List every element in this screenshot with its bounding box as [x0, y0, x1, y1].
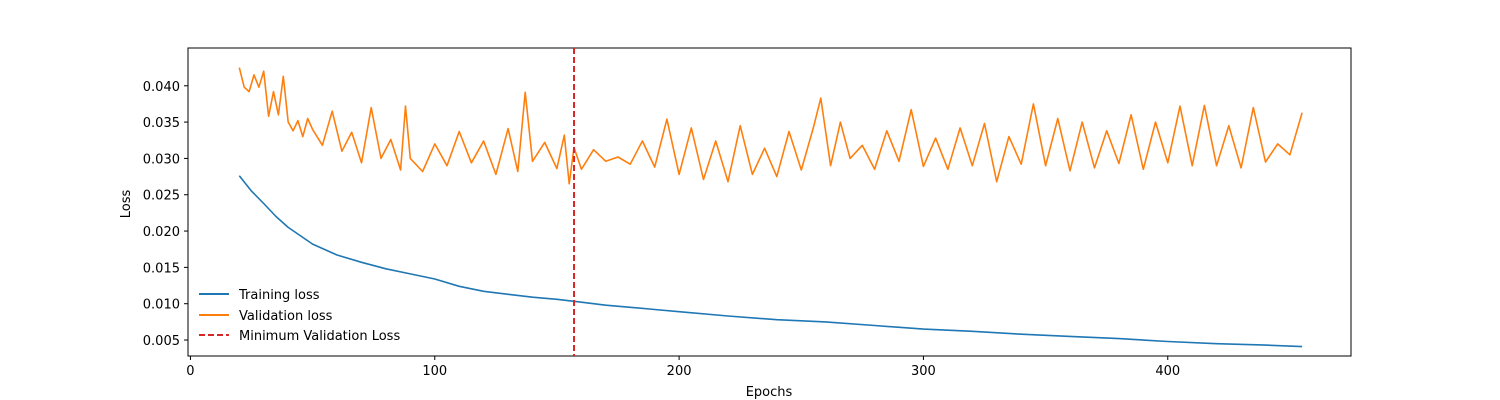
legend-label-training-loss: Training loss: [238, 288, 320, 303]
y-axis: 0.005 0.010 0.015 0.020 0.025 0.030 0.035 0.040: [143, 80, 188, 349]
y-tick-label: 0.020: [143, 225, 180, 240]
x-axis-label: Epochs: [746, 385, 793, 400]
series-line-validation-loss: [238, 67, 1303, 185]
x-tick-label: 100: [422, 364, 447, 379]
x-tick-label: 400: [1155, 364, 1180, 379]
y-tick-label: 0.005: [143, 334, 180, 349]
x-tick-label: 300: [911, 364, 936, 379]
y-tick-label: 0.035: [143, 116, 180, 131]
x-axis: 0 100 200 300 400: [186, 356, 1180, 379]
y-tick-label: 0.025: [143, 189, 180, 204]
legend-label-min-val-loss: Minimum Validation Loss: [239, 329, 400, 344]
y-tick-label: 0.040: [143, 80, 180, 95]
series-layer: [238, 67, 1303, 348]
legend-label-validation-loss: Validation loss: [239, 309, 333, 324]
series-line-training-loss: [238, 175, 1303, 348]
x-tick-label: 200: [667, 364, 692, 379]
x-tick-label: 0: [186, 364, 194, 379]
y-axis-label: Loss: [119, 190, 134, 219]
plot-frame: [187, 47, 1352, 357]
y-tick-label: 0.010: [143, 298, 180, 313]
y-tick-label: 0.015: [143, 261, 180, 276]
legend: Training loss Validation loss Minimum Va…: [199, 288, 400, 344]
y-tick-label: 0.030: [143, 152, 180, 167]
